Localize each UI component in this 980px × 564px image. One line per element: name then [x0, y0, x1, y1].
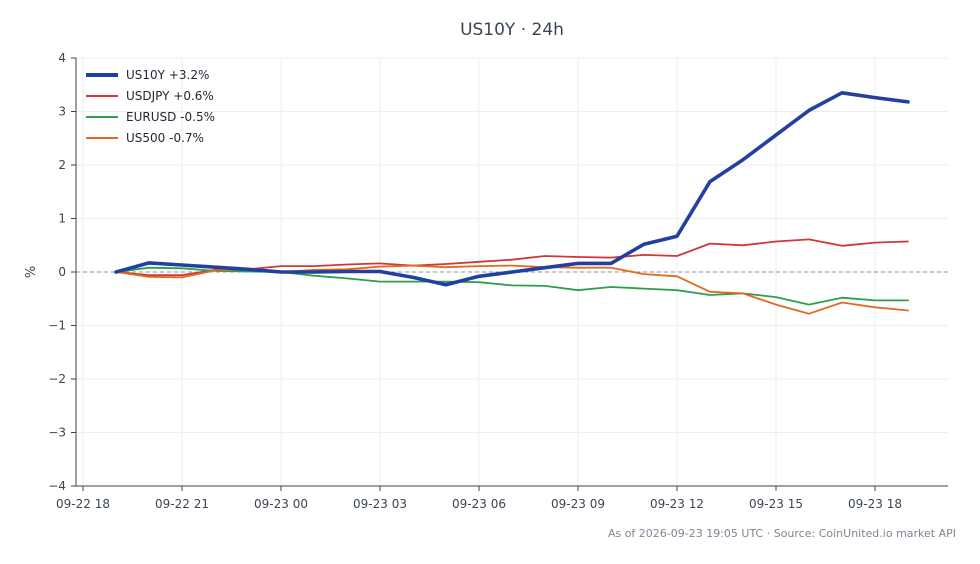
series-line — [115, 266, 909, 306]
footer-source-note: As of 2026-09-23 19:05 UTC · Source: Coi… — [607, 527, 956, 540]
legend: US10Y +3.2% USDJPY +0.6% EURUSD -0.5% US500… — [86, 68, 215, 145]
y-tick-label: 4 — [58, 51, 66, 65]
y-axis-label-group: % — [24, 266, 39, 278]
legend-label: US500 -0.7% — [126, 131, 204, 145]
y-tick-label: 3 — [58, 105, 66, 119]
y-tick-label: 0 — [58, 265, 66, 279]
legend-label: USDJPY +0.6% — [126, 89, 214, 103]
series-2 — [115, 266, 909, 306]
x-tick-label: 09-22 21 — [155, 497, 209, 511]
series-group — [114, 91, 910, 315]
y-tick-label: −1 — [48, 319, 66, 333]
x-tick-label: 09-23 09 — [551, 497, 605, 511]
series-line — [114, 91, 910, 287]
y-tick-label: 1 — [58, 212, 66, 226]
chart-title: US10Y · 24h — [460, 20, 564, 40]
legend-label: US10Y +3.2% — [126, 68, 209, 82]
y-axis-label: % — [24, 266, 39, 278]
x-tick-label: 09-23 18 — [848, 497, 902, 511]
legend-label: EURUSD -0.5% — [126, 110, 215, 124]
series-0 — [114, 91, 910, 287]
grid — [76, 57, 948, 487]
x-tick-label: 09-23 12 — [650, 497, 704, 511]
x-tick-label: 09-23 15 — [749, 497, 803, 511]
y-tick-label: −4 — [48, 479, 66, 493]
y-tick-label: −3 — [48, 426, 66, 440]
axes: −4 −3 −2 −1 0 1 2 3 4 09-22 18 09-22 21 09-23 00 09-… — [48, 51, 948, 511]
x-tick-label: 09-23 06 — [452, 497, 506, 511]
y-tick-label: −2 — [48, 372, 66, 386]
x-tick-label: 09-22 18 — [56, 497, 110, 511]
x-tick-label: 09-23 03 — [353, 497, 407, 511]
x-tick-label: 09-23 00 — [254, 497, 308, 511]
y-tick-label: 2 — [58, 158, 66, 172]
